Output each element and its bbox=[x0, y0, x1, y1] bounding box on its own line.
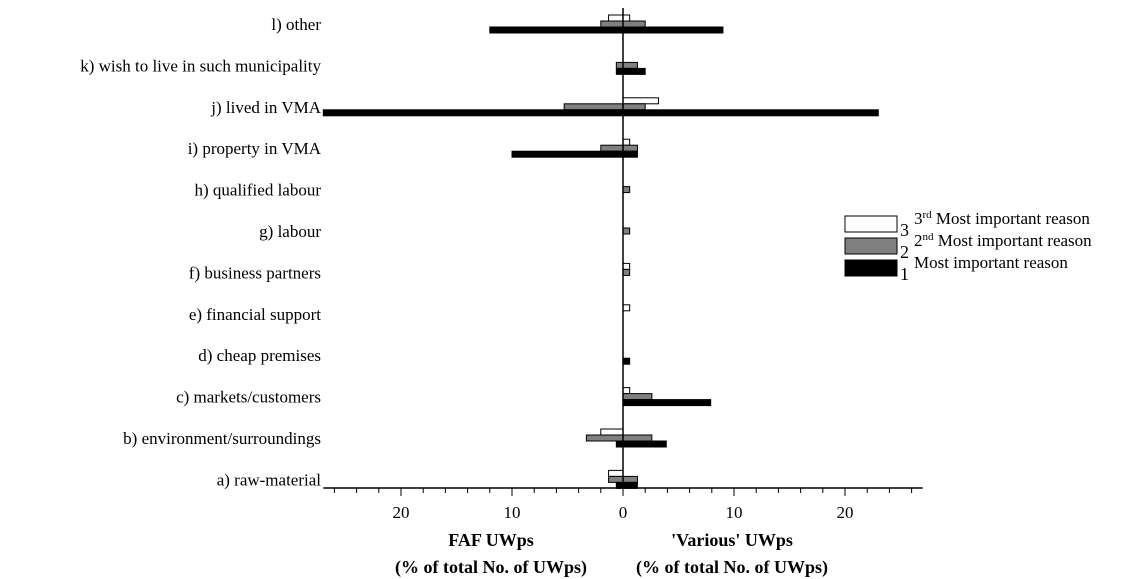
category-label: c) markets/customers bbox=[176, 388, 321, 407]
right-axis-title: 'Various' UWps bbox=[671, 530, 793, 550]
bar-right bbox=[622, 138, 631, 146]
bar-right bbox=[622, 14, 631, 22]
bar-left bbox=[585, 434, 624, 442]
legend-label: 3rd Most important reason bbox=[914, 209, 1090, 228]
bar-right bbox=[622, 387, 631, 395]
legend-label: Most important reason bbox=[914, 253, 1068, 272]
bar-right bbox=[622, 434, 653, 442]
left-axis-title: FAF UWps bbox=[448, 530, 534, 550]
bar-right bbox=[622, 475, 638, 483]
legend-number: 1 bbox=[900, 264, 909, 284]
bar-right bbox=[622, 186, 631, 194]
legend-ordinal: 3 bbox=[914, 209, 923, 228]
legend-superscript: rd bbox=[923, 209, 933, 221]
category-label: j) lived in VMA bbox=[210, 98, 321, 117]
legend-number: 2 bbox=[900, 242, 909, 262]
bar-right bbox=[622, 268, 631, 276]
legend-label: 2nd Most important reason bbox=[914, 231, 1092, 250]
bar-left bbox=[615, 67, 624, 75]
tick-label: 20 bbox=[393, 503, 410, 522]
legend-swatch bbox=[844, 237, 898, 255]
bar-right bbox=[622, 262, 631, 270]
tick-label: 20 bbox=[837, 503, 854, 522]
bar-left bbox=[600, 20, 624, 28]
bar-left bbox=[563, 103, 624, 111]
tick-label: 10 bbox=[726, 503, 743, 522]
category-label: i) property in VMA bbox=[188, 139, 322, 158]
bar-right bbox=[622, 440, 667, 448]
legend-number: 3 bbox=[900, 220, 909, 240]
legend-text-rest: Most important reason bbox=[914, 253, 1068, 272]
bar-right bbox=[622, 150, 638, 158]
bar-left bbox=[600, 144, 624, 152]
category-label: k) wish to live in such municipality bbox=[80, 56, 321, 75]
bar-left bbox=[511, 150, 624, 158]
bar-right bbox=[622, 144, 638, 152]
bar-left bbox=[322, 109, 624, 117]
bar-right bbox=[622, 67, 646, 75]
left-axis-subtitle: (% of total No. of UWps) bbox=[395, 557, 587, 578]
category-label: a) raw-material bbox=[217, 470, 322, 489]
bar-right bbox=[622, 109, 879, 117]
legend-swatch bbox=[844, 215, 898, 233]
category-label: l) other bbox=[271, 15, 321, 34]
axes-group: 20 10 0 10 20 bbox=[323, 8, 923, 522]
bar-left bbox=[615, 61, 624, 69]
bar-left bbox=[489, 26, 624, 34]
category-label: b) environment/surroundings bbox=[123, 429, 321, 448]
legend-text-rest: Most important reason bbox=[932, 209, 1091, 228]
legend-ordinal: 2 bbox=[914, 231, 923, 250]
tick-label: 0 bbox=[619, 503, 628, 522]
bar-right bbox=[622, 357, 631, 365]
bar-right bbox=[622, 26, 724, 34]
bar-right bbox=[622, 304, 631, 312]
bars-group bbox=[322, 14, 879, 489]
category-label: h) qualified labour bbox=[194, 181, 321, 200]
category-label: d) cheap premises bbox=[198, 346, 321, 365]
bar-left bbox=[608, 475, 624, 483]
category-labels: l) other k) wish to live in such municipa… bbox=[80, 15, 322, 489]
legend-superscript: nd bbox=[923, 231, 935, 243]
legend-text-rest: Most important reason bbox=[934, 231, 1093, 250]
bar-right bbox=[622, 20, 646, 28]
tick-label: 10 bbox=[504, 503, 521, 522]
bar-left bbox=[615, 440, 624, 448]
category-label: e) financial support bbox=[189, 305, 321, 324]
legend-swatch bbox=[844, 259, 898, 277]
bar-right bbox=[622, 227, 631, 235]
bar-right bbox=[622, 61, 638, 69]
bar-left bbox=[600, 428, 624, 436]
category-label: g) labour bbox=[259, 222, 321, 241]
category-label: f) business partners bbox=[189, 263, 321, 282]
bar-left bbox=[608, 14, 624, 22]
right-axis-subtitle: (% of total No. of UWps) bbox=[636, 557, 828, 578]
bar-right bbox=[622, 103, 646, 111]
axis-titles: FAF UWps (% of total No. of UWps) 'Vario… bbox=[395, 530, 828, 578]
bar-right bbox=[622, 399, 712, 407]
bar-right bbox=[622, 393, 653, 401]
bar-left bbox=[608, 469, 624, 477]
bar-right bbox=[622, 97, 660, 105]
